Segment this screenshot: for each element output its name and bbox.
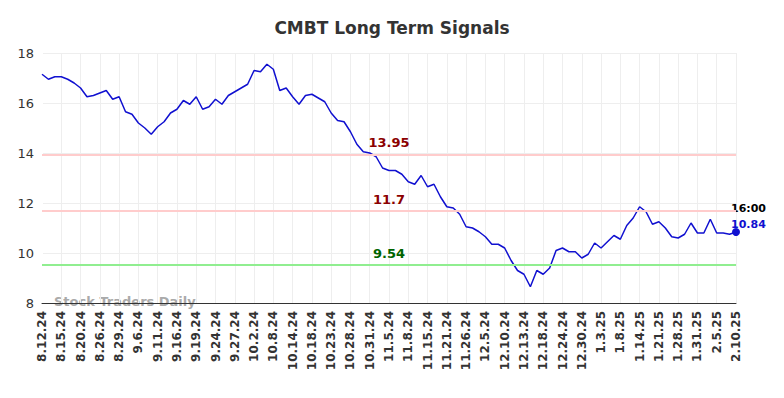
svg-text:2.5.25: 2.5.25: [710, 311, 724, 354]
svg-text:10.28.24: 10.28.24: [343, 311, 357, 370]
svg-text:11.15.24: 11.15.24: [421, 311, 435, 370]
svg-text:10.84: 10.84: [731, 218, 766, 231]
svg-text:13.95: 13.95: [368, 135, 409, 150]
svg-text:12.5.24: 12.5.24: [478, 311, 492, 362]
svg-text:14: 14: [17, 146, 34, 161]
svg-text:18: 18: [17, 46, 34, 61]
svg-text:11.7: 11.7: [373, 192, 405, 207]
svg-text:12: 12: [17, 196, 34, 211]
svg-text:12.24.24: 12.24.24: [556, 311, 570, 370]
svg-text:10: 10: [17, 246, 34, 261]
svg-text:8: 8: [26, 296, 34, 311]
svg-text:9.11.24: 9.11.24: [151, 311, 165, 362]
svg-text:16:00: 16:00: [731, 202, 766, 215]
svg-text:1.3.25: 1.3.25: [594, 311, 608, 354]
svg-text:CMBT Long Term Signals: CMBT Long Term Signals: [274, 18, 509, 38]
svg-text:12.18.24: 12.18.24: [536, 311, 550, 370]
svg-text:11.26.24: 11.26.24: [459, 311, 473, 370]
svg-text:9.16.24: 9.16.24: [170, 311, 184, 362]
svg-text:10.8.24: 10.8.24: [266, 311, 280, 362]
svg-text:1.8.25: 1.8.25: [613, 311, 627, 354]
svg-text:1.31.25: 1.31.25: [690, 311, 704, 362]
svg-text:9.24.24: 9.24.24: [209, 311, 223, 362]
svg-text:8.20.24: 8.20.24: [74, 311, 88, 362]
svg-text:11.5.24: 11.5.24: [382, 311, 396, 362]
svg-text:12.10.24: 12.10.24: [498, 311, 512, 370]
svg-text:8.15.24: 8.15.24: [54, 311, 68, 362]
svg-text:10.2.24: 10.2.24: [247, 311, 261, 362]
svg-text:11.21.24: 11.21.24: [440, 311, 454, 370]
svg-text:1.21.25: 1.21.25: [652, 311, 666, 362]
svg-text:11.8.24: 11.8.24: [401, 311, 415, 362]
svg-text:1.28.25: 1.28.25: [671, 311, 685, 362]
svg-text:9.6.24: 9.6.24: [131, 311, 145, 354]
svg-text:1.14.25: 1.14.25: [633, 311, 647, 362]
svg-text:8.26.24: 8.26.24: [93, 311, 107, 362]
svg-text:10.23.24: 10.23.24: [324, 311, 338, 370]
svg-text:9.19.24: 9.19.24: [189, 311, 203, 362]
svg-text:Stock Traders Daily: Stock Traders Daily: [54, 294, 196, 309]
svg-text:9.27.24: 9.27.24: [228, 311, 242, 362]
svg-text:10.31.24: 10.31.24: [363, 311, 377, 370]
svg-text:8.29.24: 8.29.24: [112, 311, 126, 362]
svg-text:10.18.24: 10.18.24: [305, 311, 319, 370]
svg-text:16: 16: [17, 96, 34, 111]
svg-text:2.10.25: 2.10.25: [729, 311, 743, 362]
svg-text:8.12.24: 8.12.24: [35, 311, 49, 362]
svg-text:9.54: 9.54: [373, 246, 405, 261]
svg-text:10.14.24: 10.14.24: [286, 311, 300, 370]
svg-text:12.13.24: 12.13.24: [517, 311, 531, 370]
svg-text:12.30.24: 12.30.24: [575, 311, 589, 370]
